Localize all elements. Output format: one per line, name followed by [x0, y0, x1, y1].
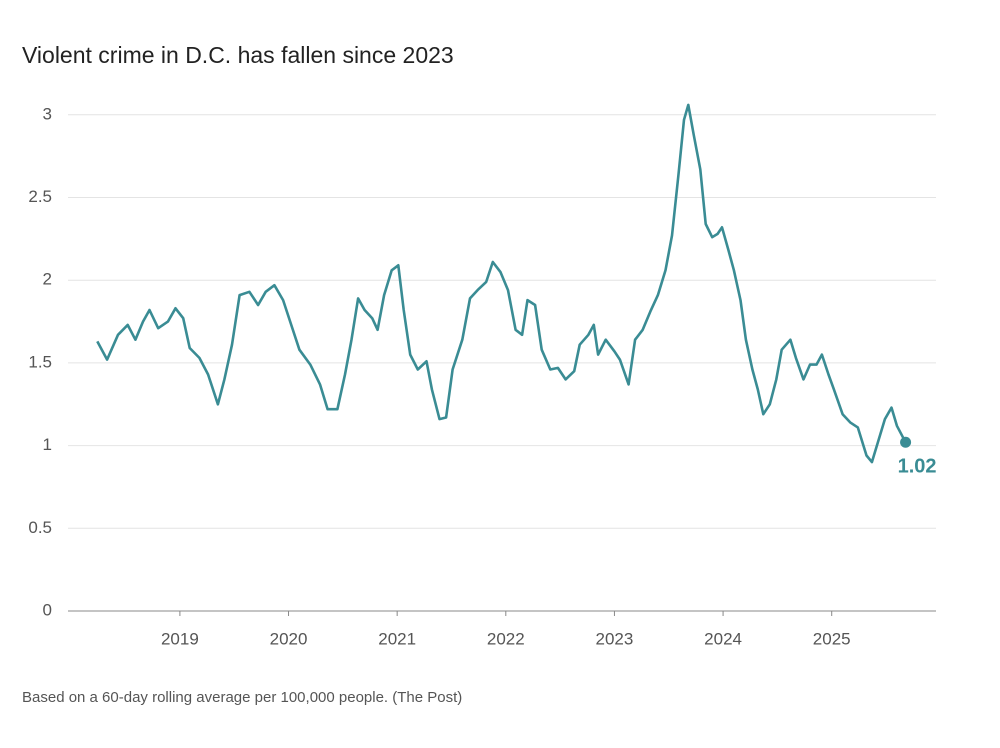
end-label: 1.02 [898, 456, 937, 478]
x-tick-label: 2025 [813, 629, 851, 648]
x-tick-label: 2024 [704, 629, 742, 648]
x-tick-label: 2019 [161, 629, 199, 648]
footnote: Based on a 60-day rolling average per 10… [22, 689, 462, 706]
x-tick-label: 2023 [596, 629, 634, 648]
x-tick-label: 2021 [378, 629, 416, 648]
y-tick-label: 0.5 [28, 518, 52, 537]
y-tick-label: 0 [43, 600, 52, 619]
y-tick-label: 1.5 [28, 352, 52, 371]
end-dot [900, 436, 912, 448]
x-tick-label: 2022 [487, 629, 525, 648]
y-tick-label: 2.5 [28, 187, 52, 206]
y-tick-label: 1 [43, 435, 52, 454]
line [96, 103, 907, 464]
y-tick-label: 2 [43, 270, 52, 289]
chart-title: Violent crime in D.C. has fallen since 2… [22, 42, 454, 68]
y-tick-label: 3 [43, 104, 52, 123]
x-tick-label: 2020 [270, 629, 308, 648]
